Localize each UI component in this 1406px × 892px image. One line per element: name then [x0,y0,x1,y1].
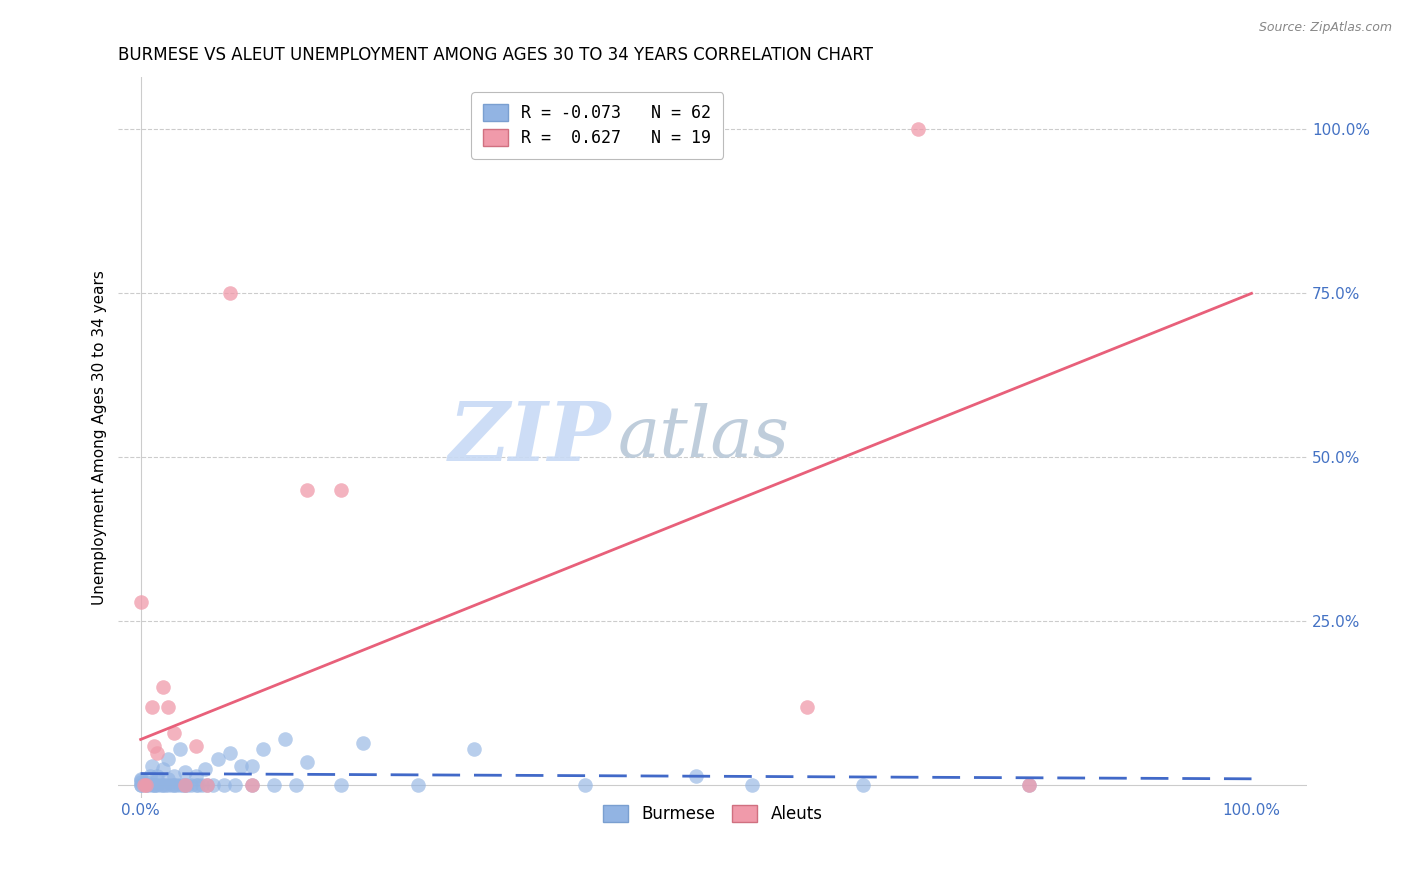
Point [174,778,197,792]
Point [157,699,180,714]
Point [153,778,176,792]
Point [146,773,169,788]
Point [143,739,166,753]
Point [141,778,163,792]
Point [263,778,285,792]
Point [141,699,163,714]
Point [135,778,157,792]
Point [160,778,183,792]
Point [741,778,763,792]
Point [146,768,169,782]
Point [169,778,191,792]
Point [180,778,202,792]
Point [138,768,160,782]
Point [195,778,218,792]
Point [352,736,374,750]
Point [146,778,169,792]
Point [163,726,186,740]
Point [129,595,152,609]
Point [129,778,152,792]
Point [176,778,198,792]
Point [212,778,235,792]
Point [1018,778,1040,792]
Point [129,772,152,786]
Point [165,778,187,792]
Point [463,742,485,756]
Point [138,778,160,792]
Point [218,746,240,760]
Text: Source: ZipAtlas.com: Source: ZipAtlas.com [1258,21,1392,34]
Point [186,739,208,753]
Point [240,778,263,792]
Point [224,778,246,792]
Point [186,778,208,792]
Point [408,778,430,792]
Point [152,778,174,792]
Point [163,768,186,782]
Point [201,778,224,792]
Point [274,732,297,747]
Point [129,775,152,789]
Point [1018,778,1040,792]
Point [163,778,186,792]
Point [157,778,180,792]
Point [169,742,191,756]
Point [152,680,174,694]
Point [157,772,180,786]
Point [194,762,217,776]
Legend: Burmese, Aleuts: Burmese, Aleuts [596,798,830,830]
Point [297,483,319,498]
Point [852,778,875,792]
Point [240,778,263,792]
Point [229,758,252,772]
Point [329,483,352,498]
Text: BURMESE VS ALEUT UNEMPLOYMENT AMONG AGES 30 TO 34 YEARS CORRELATION CHART: BURMESE VS ALEUT UNEMPLOYMENT AMONG AGES… [118,46,873,64]
Point [152,762,174,776]
Point [252,742,274,756]
Point [174,778,197,792]
Text: ZIP: ZIP [449,398,612,478]
Point [186,768,208,782]
Point [297,756,319,770]
Y-axis label: Unemployment Among Ages 30 to 34 years: Unemployment Among Ages 30 to 34 years [93,270,107,605]
Point [685,768,707,782]
Point [143,778,166,792]
Point [174,765,197,780]
Point [907,122,929,136]
Point [157,752,180,766]
Point [329,778,352,792]
Point [135,775,157,789]
Point [195,778,218,792]
Point [132,778,155,792]
Point [141,758,163,772]
Point [190,778,212,792]
Point [285,778,308,792]
Point [129,778,152,792]
Point [207,752,229,766]
Point [135,778,157,792]
Text: atlas: atlas [617,403,790,472]
Point [187,778,209,792]
Point [149,778,172,792]
Point [143,778,166,792]
Point [796,699,818,714]
Point [240,758,263,772]
Point [146,746,169,760]
Point [574,778,596,792]
Point [129,773,152,788]
Point [218,286,240,301]
Point [172,778,194,792]
